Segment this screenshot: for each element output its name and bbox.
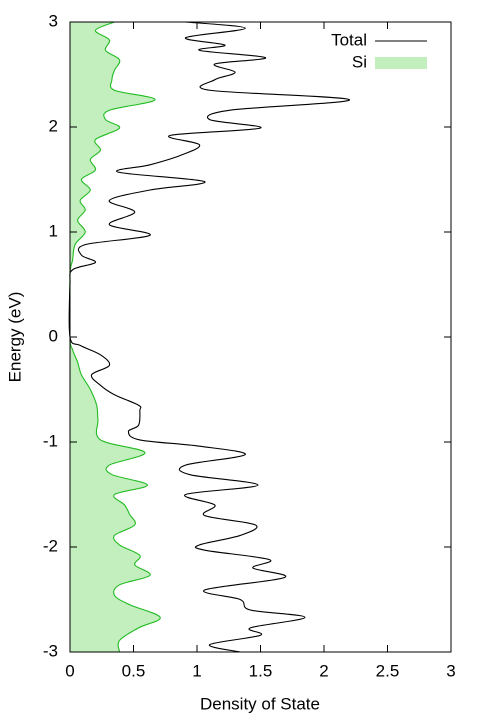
y-tick-label: 0 xyxy=(49,326,58,345)
series-line xyxy=(68,21,350,653)
legend-label: Si xyxy=(352,52,367,71)
legend-label: Total xyxy=(331,30,367,49)
x-tick-label: 0 xyxy=(65,661,74,680)
series-line xyxy=(69,21,161,653)
legend-swatch xyxy=(375,57,427,69)
y-tick-label: -1 xyxy=(43,431,58,450)
y-tick-label: 3 xyxy=(49,11,58,30)
x-axis-label: Density of State xyxy=(200,694,320,713)
y-tick-label: -2 xyxy=(43,536,58,555)
x-tick-label: 2.5 xyxy=(376,661,400,680)
x-tick-label: 0.5 xyxy=(122,661,146,680)
y-tick-label: -3 xyxy=(43,641,58,660)
y-tick-label: 2 xyxy=(49,116,58,135)
x-tick-label: 2 xyxy=(319,661,328,680)
x-tick-label: 3 xyxy=(446,661,455,680)
x-tick-label: 1.5 xyxy=(249,661,273,680)
area-fill xyxy=(69,22,161,652)
x-tick-label: 1 xyxy=(192,661,201,680)
y-axis-label: Energy (eV) xyxy=(5,292,24,383)
y-tick-label: 1 xyxy=(49,221,58,240)
